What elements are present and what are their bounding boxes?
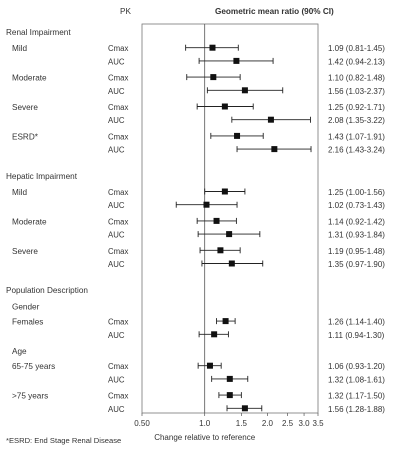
ratio-value: 1.14 (0.92-1.42): [328, 217, 385, 226]
pk-label: AUC: [108, 87, 125, 96]
pk-label: AUC: [108, 231, 125, 240]
footnote: *ESRD: End Stage Renal Disease: [6, 436, 121, 445]
ratio-value: 1.09 (0.81-1.45): [328, 44, 385, 53]
plot-frame: [141, 23, 319, 414]
ratio-value: 1.32 (1.17-1.50): [328, 392, 385, 401]
pk-label: Cmax: [108, 247, 128, 256]
point-estimate: [271, 146, 278, 153]
x-tick-label: 2.0: [262, 419, 274, 428]
ratio-value: 1.42 (0.94-2.13): [328, 57, 385, 66]
ratio-value: 1.02 (0.73-1.43): [328, 201, 385, 210]
point-estimate: [226, 231, 233, 238]
point-estimate: [211, 331, 218, 338]
ratio-value: 1.35 (0.97-1.90): [328, 260, 385, 269]
ratio-column-header: Geometric mean ratio (90% CI): [215, 7, 334, 16]
pk-label: AUC: [108, 146, 125, 155]
pk-label: Cmax: [108, 74, 128, 83]
pk-label: AUC: [108, 375, 125, 384]
x-tick-label: 2.5: [282, 419, 294, 428]
pk-label: AUC: [108, 405, 125, 414]
pk-label: Cmax: [108, 132, 128, 141]
ratio-value: 1.25 (0.92-1.71): [328, 103, 385, 112]
x-tick-label: 3.0: [298, 419, 310, 428]
point-estimate: [221, 188, 228, 195]
pk-label: AUC: [108, 57, 125, 66]
point-estimate: [203, 201, 210, 208]
point-estimate: [226, 392, 233, 399]
pk-label: Cmax: [108, 362, 128, 371]
pk-label: Cmax: [108, 318, 128, 327]
point-estimate: [222, 318, 229, 325]
ratio-value: 1.31 (0.93-1.84): [328, 231, 385, 240]
pk-label: Cmax: [108, 103, 128, 112]
point-estimate: [226, 375, 233, 382]
plot-layer: 0.50 1.0 1.5 2.0 2.5 3.0 3.5 Change relative to…: [6, 23, 385, 442]
pk-label: AUC: [108, 201, 125, 210]
ratio-value: 1.19 (0.95-1.48): [328, 247, 385, 256]
point-estimate: [206, 362, 213, 369]
pk-label: Cmax: [108, 44, 128, 53]
pk-label: AUC: [108, 260, 125, 269]
group-label: ESRD*: [12, 132, 39, 141]
x-tick-label: 1.5: [236, 419, 248, 428]
point-estimate: [234, 132, 241, 139]
group-label: Severe: [12, 247, 38, 256]
x-axis-label: Change relative to reference: [154, 433, 256, 442]
group-label: Moderate: [12, 217, 47, 226]
ratio-value: 1.56 (1.03-2.37): [328, 87, 385, 96]
point-estimate: [241, 87, 248, 94]
ratio-value: 1.11 (0.94-1.30): [328, 331, 385, 340]
group-label: Females: [12, 318, 43, 327]
group-label: Mild: [12, 188, 27, 197]
group-label: Mild: [12, 44, 27, 53]
x-tick-label: 3.5: [312, 419, 324, 428]
ratio-value: 1.56 (1.28-1.88): [328, 405, 385, 414]
section-title: Hepatic Impairment: [6, 172, 78, 181]
group-label: 65-75 years: [12, 362, 55, 371]
pk-label: Cmax: [108, 188, 128, 197]
point-estimate: [210, 74, 217, 81]
point-estimate: [209, 44, 216, 51]
point-estimate: [221, 103, 228, 110]
group-label: Severe: [12, 103, 38, 112]
point-estimate: [241, 405, 248, 412]
pk-label: Cmax: [108, 392, 128, 401]
ratio-value: 2.16 (1.43-3.24): [328, 146, 385, 155]
point-estimate: [267, 116, 274, 123]
ratio-value: 1.43 (1.07-1.91): [328, 132, 385, 141]
ratio-value: 1.32 (1.08-1.61): [328, 375, 385, 384]
section-title: Renal Impairment: [6, 28, 71, 37]
point-estimate: [213, 217, 220, 224]
x-tick-label: 1.0: [199, 419, 211, 428]
group-label: Moderate: [12, 74, 47, 83]
pk-label: Cmax: [108, 217, 128, 226]
ratio-value: 2.08 (1.35-3.22): [328, 116, 385, 125]
point-estimate: [233, 57, 240, 64]
subgroup-heading: Gender: [12, 302, 40, 311]
section-title: Population Description: [6, 286, 88, 295]
pk-label: AUC: [108, 116, 125, 125]
point-estimate: [217, 247, 224, 254]
group-label: >75 years: [12, 392, 48, 401]
ratio-value: 1.25 (1.00-1.56): [328, 188, 385, 197]
ratio-value: 1.10 (0.82-1.48): [328, 74, 385, 83]
pk-column-header: PK: [120, 7, 131, 16]
subgroup-heading: Age: [12, 347, 27, 356]
point-estimate: [228, 260, 235, 267]
ratio-value: 1.26 (1.14-1.40): [328, 318, 385, 327]
ratio-value: 1.06 (0.93-1.20): [328, 362, 385, 371]
pk-label: AUC: [108, 331, 125, 340]
x-tick-label: 0.50: [134, 419, 150, 428]
